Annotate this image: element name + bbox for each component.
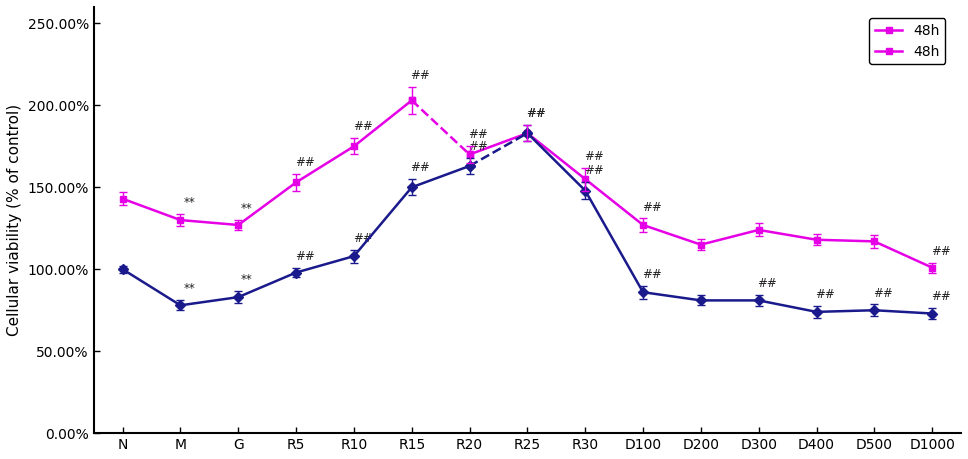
24h xyxy=(810,309,822,314)
Text: ##: ## xyxy=(873,286,892,300)
24h xyxy=(522,130,533,136)
24h xyxy=(637,290,649,295)
Text: ##: ## xyxy=(527,107,546,120)
Text: ##: ## xyxy=(295,156,315,169)
Text: **: ** xyxy=(183,196,195,209)
Text: **: ** xyxy=(183,282,195,296)
Text: ##: ## xyxy=(469,129,488,141)
24h xyxy=(926,311,938,316)
Text: ##: ## xyxy=(584,150,604,162)
48h xyxy=(868,239,880,244)
Text: ##: ## xyxy=(352,232,373,245)
48h xyxy=(637,222,649,228)
Line: 48h: 48h xyxy=(467,130,936,271)
Text: ##: ## xyxy=(584,164,604,178)
48h xyxy=(810,237,822,242)
Text: ##: ## xyxy=(758,277,777,290)
Text: ##: ## xyxy=(410,161,431,174)
48h xyxy=(580,176,591,182)
24h xyxy=(868,308,880,313)
Text: ##: ## xyxy=(352,120,373,133)
Text: ##: ## xyxy=(931,245,951,258)
Text: ##: ## xyxy=(815,288,835,301)
Text: **: ** xyxy=(241,274,253,286)
Y-axis label: Cellular viability (% of control): Cellular viability (% of control) xyxy=(7,104,22,336)
Text: ##: ## xyxy=(642,201,661,213)
48h xyxy=(695,242,707,247)
Text: ##: ## xyxy=(527,107,546,120)
Line: 24h: 24h xyxy=(524,130,936,317)
Text: **: ** xyxy=(241,202,253,215)
24h xyxy=(580,188,591,193)
Text: ##: ## xyxy=(469,140,488,153)
24h xyxy=(695,297,707,303)
24h xyxy=(753,297,765,303)
48h xyxy=(926,265,938,270)
Text: ##: ## xyxy=(931,290,951,303)
Text: ##: ## xyxy=(295,250,315,263)
Text: ##: ## xyxy=(642,268,661,281)
48h xyxy=(753,227,765,233)
Text: ##: ## xyxy=(410,69,431,82)
48h xyxy=(522,130,533,136)
Legend: 48h, 48h: 48h, 48h xyxy=(869,18,946,64)
48h xyxy=(464,152,475,157)
